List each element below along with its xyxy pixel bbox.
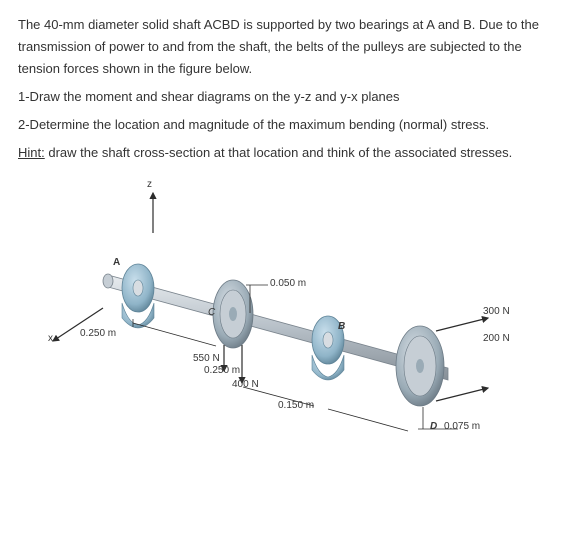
axis-x-label: x [48, 333, 53, 344]
axis-z-label: z [147, 179, 152, 190]
point-c-label: C [208, 307, 215, 318]
paragraph-2: 1-Draw the moment and shear diagrams on … [18, 86, 550, 108]
force-300: 300 N [483, 306, 510, 317]
pulley-d [396, 318, 488, 406]
bearing-a [122, 264, 154, 328]
point-b-label: B [338, 321, 345, 332]
problem-text: The 40-mm diameter solid shaft ACBD is s… [18, 14, 550, 165]
force-550: 550 N [193, 353, 220, 364]
point-d-label: D [430, 421, 437, 432]
dim-0050: 0.050 m [270, 278, 306, 289]
point-a-label: A [113, 257, 120, 268]
dim-0150: 0.150 m [278, 400, 314, 411]
hint-text: draw the shaft cross-section at that loc… [45, 145, 513, 160]
hint-paragraph: Hint: draw the shaft cross-section at th… [18, 142, 550, 164]
dim-0250-b: 0.250 m [204, 365, 240, 376]
force-400: 400 N [232, 379, 259, 390]
paragraph-3: 2-Determine the location and magnitude o… [18, 114, 550, 136]
shaft-figure: z x A C B D 0.250 m 0.250 m 0.050 m 0.15… [18, 173, 550, 433]
dim-0075: 0.075 m [444, 421, 480, 432]
hint-label: Hint: [18, 145, 45, 160]
paragraph-1: The 40-mm diameter solid shaft ACBD is s… [18, 14, 550, 80]
shaft-svg [18, 173, 548, 433]
force-200: 200 N [483, 333, 510, 344]
dim-0250-a: 0.250 m [80, 328, 116, 339]
